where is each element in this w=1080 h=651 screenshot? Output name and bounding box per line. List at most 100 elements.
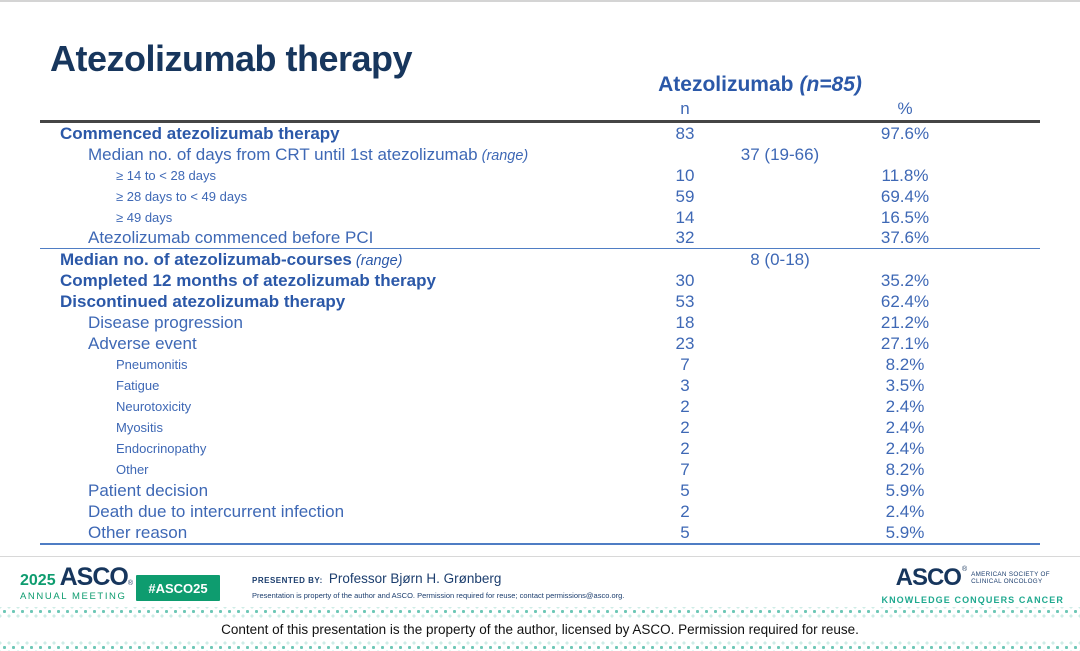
cell-range: 8 (0-18) [750, 249, 810, 269]
column-header-pct: % [897, 99, 913, 118]
row-label: Adverse event [88, 333, 197, 353]
table-row: ≥ 49 days 14 16.5% [40, 207, 1040, 228]
cell-n: 59 [675, 186, 695, 206]
cell-n: 2 [680, 438, 690, 458]
asco-tagline-line2: CLINICAL ONCOLOGY [971, 578, 1043, 585]
cell-n: 7 [680, 459, 690, 479]
footer-disclaimer: Presentation is property of the author a… [252, 591, 625, 600]
cell-pct: 2.4% [885, 501, 925, 521]
cell-n: 32 [675, 228, 695, 247]
cell-pct: 16.5% [880, 207, 930, 227]
presented-by-label: PRESENTED BY: [252, 576, 323, 585]
row-label: Myositis [116, 420, 163, 435]
cell-n: 5 [680, 522, 690, 542]
cell-n: 23 [675, 333, 695, 353]
cell-pct: 35.2% [880, 270, 930, 290]
asco-motto: KNOWLEDGE CONQUERS CANCER [881, 595, 1064, 605]
table-column-headers: n % [40, 98, 1040, 123]
cell-pct: 8.2% [885, 459, 925, 479]
cell-n: 14 [675, 207, 695, 227]
table-row: Median no. of atezolizumab-courses (rang… [40, 249, 1040, 270]
hashtag-badge: #ASCO25 [136, 575, 220, 601]
slide-top-border [0, 0, 1080, 2]
asco-tagline-line1: AMERICAN SOCIETY OF [971, 570, 1050, 578]
cell-pct: 62.4% [880, 291, 930, 311]
table-group-header: Atezolizumab (n=85) [560, 72, 1000, 98]
cell-pct: 27.1% [880, 333, 930, 353]
cell-pct: 97.6% [880, 123, 930, 143]
row-label: Commenced atezolizumab therapy [60, 123, 340, 143]
asco-tagline: AMERICAN SOCIETY OF CLINICAL ONCOLOGY [971, 571, 1050, 586]
row-label: Disease progression [88, 312, 243, 332]
cell-n: 3 [680, 375, 690, 395]
column-header-spacer [40, 98, 560, 120]
asco-logo-top: ASCO ® AMERICAN SOCIETY OF CLINICAL ONCO… [881, 564, 1064, 592]
cell-n: 2 [680, 501, 690, 521]
slide-title: Atezolizumab therapy [50, 38, 413, 79]
cell-pct: 5.9% [885, 522, 925, 542]
row-label-suffix: (range) [477, 147, 529, 164]
group-header-n-count: (n=85) [799, 73, 862, 96]
cell-n: 2 [680, 417, 690, 437]
table-row: Other 7 8.2% [40, 459, 1040, 480]
row-label: Patient decision [88, 480, 209, 500]
cell-n: 53 [675, 291, 695, 311]
dotted-bottom-band: Content of this presentation is the prop… [0, 607, 1080, 651]
table-row: Myositis 2 2.4% [40, 417, 1040, 438]
cell-n: 2 [680, 396, 690, 416]
row-label: ≥ 28 days to < 49 days [116, 189, 248, 204]
cell-pct: 2.4% [885, 438, 925, 458]
row-label: Other [116, 462, 149, 477]
row-label-suffix: (range) [351, 252, 403, 269]
cell-pct: 21.2% [880, 312, 930, 332]
cell-pct: 2.4% [885, 396, 925, 416]
table-row: ≥ 28 days to < 49 days 59 69.4% [40, 186, 1040, 207]
meeting-year: 2025 [20, 572, 56, 589]
row-label: Discontinued atezolizumab therapy [60, 291, 346, 311]
presented-by-line: PRESENTED BY: Professor Bjørn H. Grønber… [252, 571, 624, 586]
presented-by-block: PRESENTED BY: Professor Bjørn H. Grønber… [252, 571, 624, 600]
table-body: Commenced atezolizumab therapy 83 97.6% Med… [40, 123, 1040, 545]
row-label: Completed 12 months of atezolizumab ther… [60, 270, 436, 290]
table-row: Disease progression 18 21.2% [40, 312, 1040, 333]
table-row: Adverse event 23 27.1% [40, 333, 1040, 354]
reuse-notice: Content of this presentation is the prop… [0, 618, 1080, 641]
row-label: Fatigue [116, 378, 160, 393]
table-row: Atezolizumab commenced before PCI 32 37.6% [40, 228, 1040, 249]
annual-meeting-logo-top: 2025 ASCO ® [20, 563, 133, 591]
cell-pct: 8.2% [885, 354, 925, 374]
table-row: Endocrinopathy 2 2.4% [40, 438, 1040, 459]
cell-n: 10 [675, 165, 695, 185]
cell-n: 30 [675, 270, 695, 290]
row-label: Other reason [88, 522, 188, 542]
cell-pct: 5.9% [885, 480, 925, 500]
row-label: Median no. of days from CRT until 1st at… [88, 144, 529, 164]
cell-pct: 2.4% [885, 417, 925, 437]
table-row: Patient decision 5 5.9% [40, 480, 1040, 501]
registered-mark-icon: ® [127, 580, 133, 587]
table-row: Commenced atezolizumab therapy 83 97.6% [40, 123, 1040, 144]
cell-n: 5 [680, 480, 690, 500]
row-label: Median no. of atezolizumab-courses (rang… [60, 249, 403, 269]
asco-society-logo: ASCO ® AMERICAN SOCIETY OF CLINICAL ONCO… [881, 564, 1064, 605]
row-label: Pneumonitis [116, 357, 188, 372]
row-label: Death due to intercurrent infection [88, 501, 345, 521]
meeting-asco-wordmark: ASCO [59, 563, 129, 591]
row-label: ≥ 49 days [116, 210, 173, 225]
table-row: ≥ 14 to < 28 days 10 11.8% [40, 165, 1040, 186]
row-label: Endocrinopathy [116, 441, 207, 456]
cell-n: 7 [680, 354, 690, 374]
cell-pct: 11.8% [881, 165, 929, 185]
footer-divider [0, 556, 1080, 557]
table-row: Pneumonitis 7 8.2% [40, 354, 1040, 375]
registered-mark-icon: ® [961, 566, 968, 573]
column-header-n: n [680, 99, 690, 118]
cell-pct: 37.6% [880, 228, 930, 247]
cell-n: 83 [675, 123, 695, 143]
asco-wordmark: ASCO [895, 564, 962, 591]
table-row: Neurotoxicity 2 2.4% [40, 396, 1040, 417]
row-label: ≥ 14 to < 28 days [116, 168, 217, 183]
row-label: Atezolizumab commenced before PCI [88, 228, 374, 247]
annual-meeting-label: ANNUAL MEETING [20, 591, 127, 602]
cell-pct: 69.4% [880, 186, 930, 206]
